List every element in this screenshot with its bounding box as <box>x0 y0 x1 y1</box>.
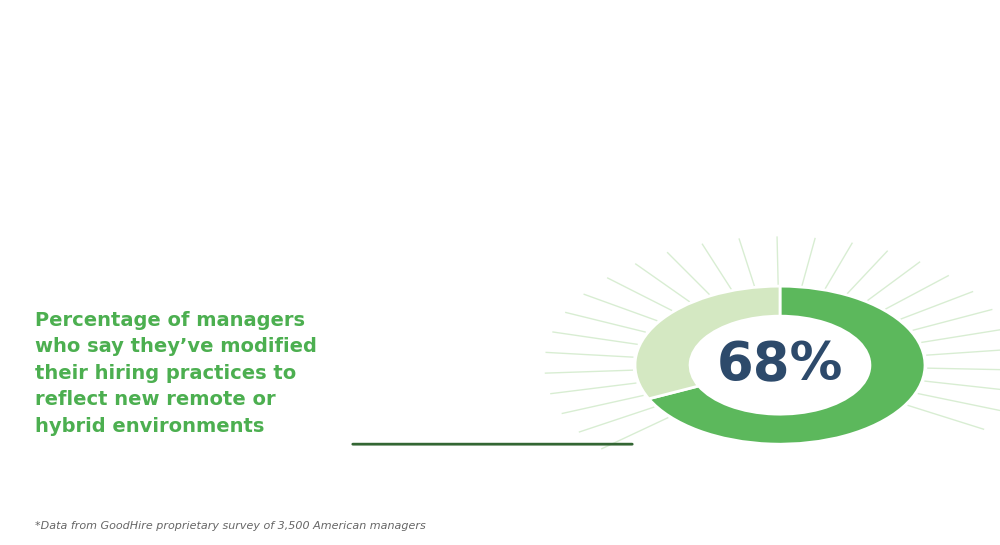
Text: HIRING PROCESSES?: HIRING PROCESSES? <box>30 117 349 145</box>
Text: HOW HAS REMOTE WORK CHANGED MANAGEMENT: HOW HAS REMOTE WORK CHANGED MANAGEMENT <box>30 52 823 80</box>
Circle shape <box>692 317 868 413</box>
Text: 68%: 68% <box>717 339 843 391</box>
Wedge shape <box>649 286 925 444</box>
Wedge shape <box>635 286 780 399</box>
Text: *Data from GoodHire proprietary survey of 3,500 American managers: *Data from GoodHire proprietary survey o… <box>35 522 426 531</box>
Text: Percentage of managers
who say they’ve modified
their hiring practices to
reflec: Percentage of managers who say they’ve m… <box>35 311 317 435</box>
